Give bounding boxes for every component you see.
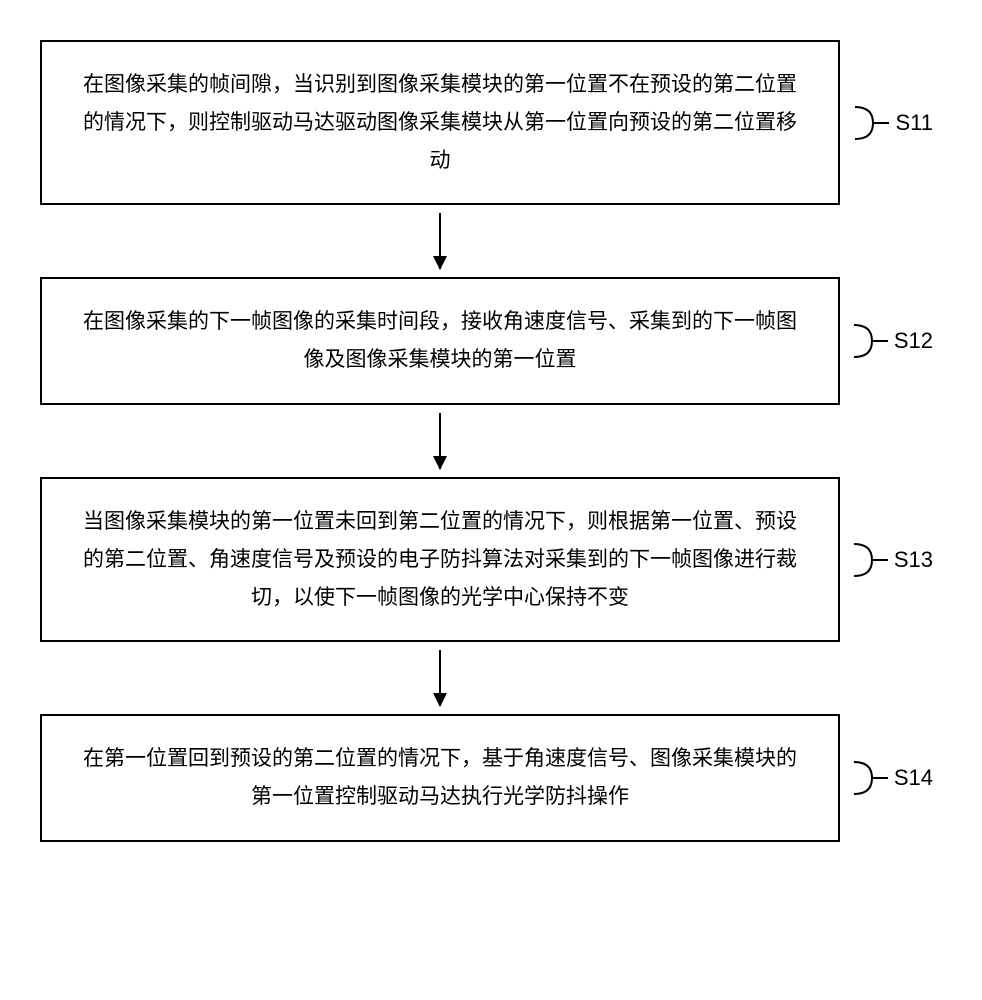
- step-label: S13: [894, 547, 933, 573]
- flowchart-connector: [40, 405, 840, 477]
- flowchart-step: 在图像采集的下一帧图像的采集时间段，接收角速度信号、采集到的下一帧图像及图像采集…: [40, 277, 840, 405]
- step-label-wrap: S12: [854, 313, 933, 369]
- step-text: 在第一位置回到预设的第二位置的情况下，基于角速度信号、图像采集模块的第一位置控制…: [74, 740, 806, 816]
- flowchart-connector: [40, 642, 840, 714]
- arrow-line: [439, 213, 441, 269]
- flowchart-step: 当图像采集模块的第一位置未回到第二位置的情况下，则根据第一位置、预设的第二位置、…: [40, 477, 840, 642]
- curve-connector-icon: [854, 750, 890, 806]
- curve-connector-icon: [855, 95, 891, 151]
- step-text: 在图像采集的帧间隙，当识别到图像采集模块的第一位置不在预设的第二位置的情况下，则…: [74, 66, 806, 179]
- flowchart-container: 在图像采集的帧间隙，当识别到图像采集模块的第一位置不在预设的第二位置的情况下，则…: [40, 40, 940, 842]
- flowchart-connector: [40, 205, 840, 277]
- arrow-line: [439, 650, 441, 706]
- arrow-down-icon: [433, 693, 447, 707]
- step-label: S12: [894, 328, 933, 354]
- step-label-wrap: S14: [854, 750, 933, 806]
- arrow-down-icon: [433, 256, 447, 270]
- step-text: 在图像采集的下一帧图像的采集时间段，接收角速度信号、采集到的下一帧图像及图像采集…: [74, 303, 806, 379]
- arrow-down-icon: [433, 456, 447, 470]
- step-label: S11: [895, 110, 933, 136]
- curve-connector-icon: [854, 532, 890, 588]
- curve-connector-icon: [854, 313, 890, 369]
- step-label: S14: [894, 765, 933, 791]
- step-label-wrap: S13: [854, 532, 933, 588]
- arrow-line: [439, 413, 441, 469]
- step-label-wrap: S11: [855, 95, 933, 151]
- flowchart-step: 在第一位置回到预设的第二位置的情况下，基于角速度信号、图像采集模块的第一位置控制…: [40, 714, 840, 842]
- step-text: 当图像采集模块的第一位置未回到第二位置的情况下，则根据第一位置、预设的第二位置、…: [74, 503, 806, 616]
- flowchart-step: 在图像采集的帧间隙，当识别到图像采集模块的第一位置不在预设的第二位置的情况下，则…: [40, 40, 840, 205]
